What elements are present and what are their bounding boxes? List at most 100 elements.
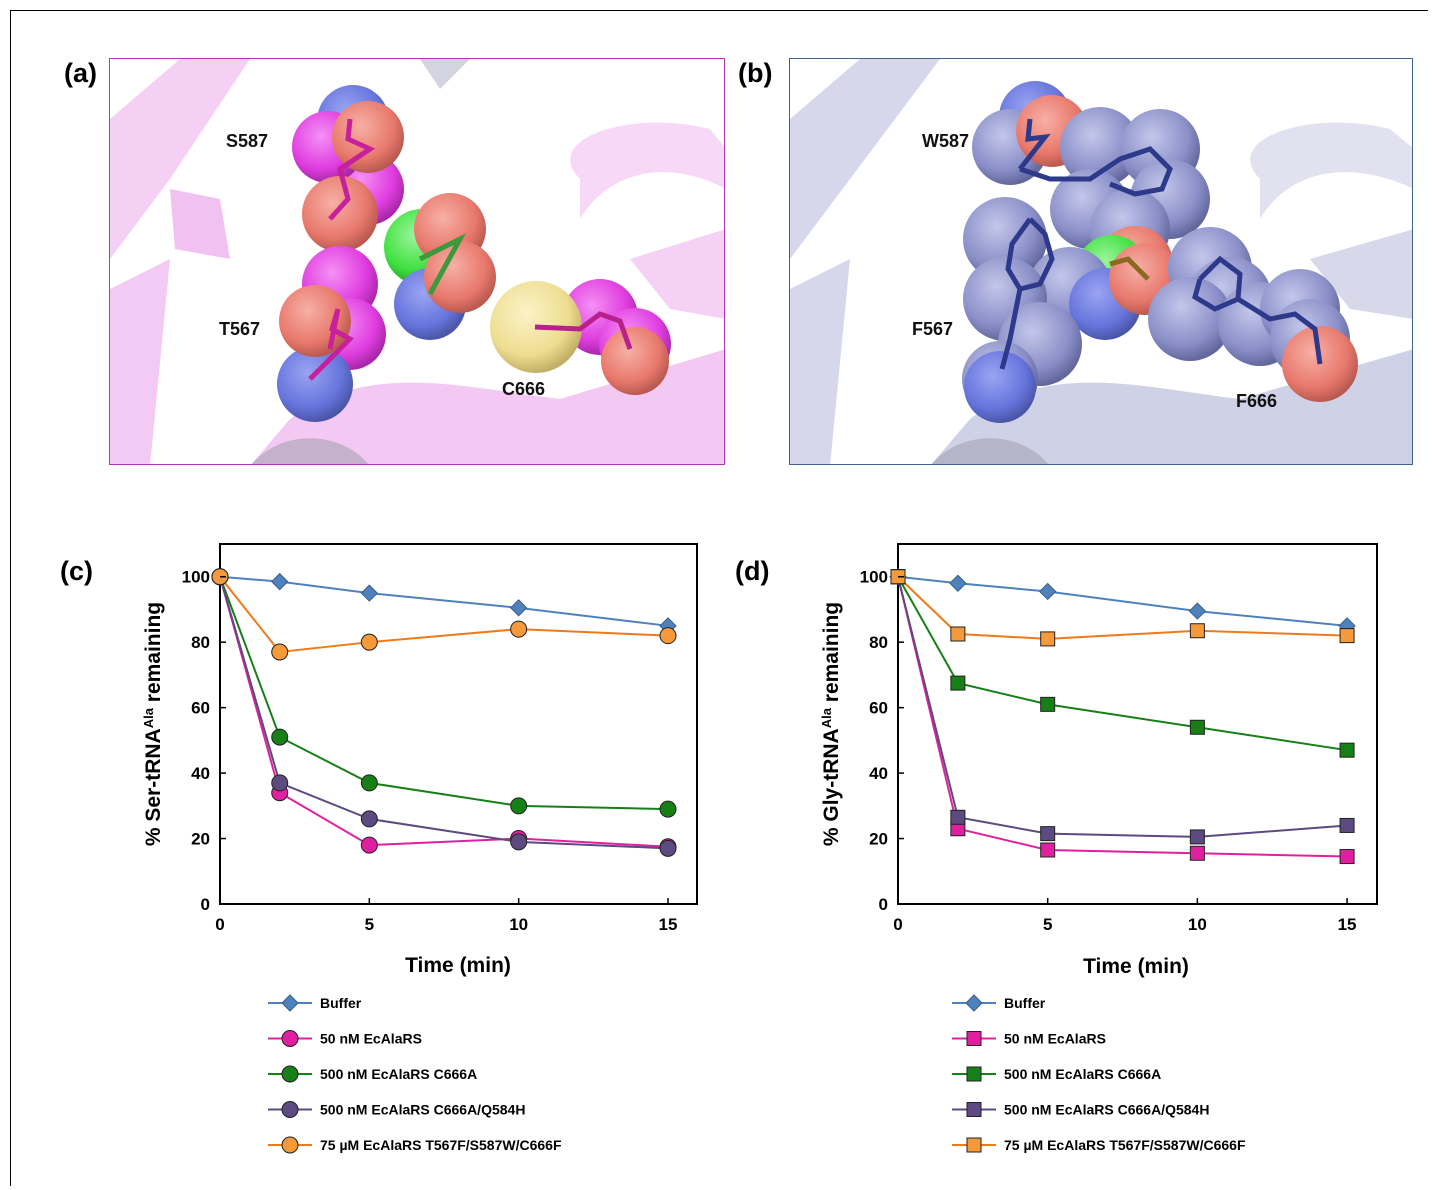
data-point <box>950 809 966 825</box>
data-point <box>950 626 966 642</box>
data-point <box>360 836 378 854</box>
residue-f666-label: F666 <box>1236 391 1277 411</box>
x-tick-label: 0 <box>893 915 902 934</box>
legend-label: 50 nM EcAlaRS <box>1004 1031 1106 1047</box>
residue-w587-label: W587 <box>922 131 969 151</box>
chart-d: 0 5 10 15 0 20 40 60 80 100 Time (min) % Gly-tRNA… <box>819 543 1378 1153</box>
legend-label: Buffer <box>1004 995 1046 1011</box>
chart-d-legend: Buffer 50 nM EcAlaRS 500 nM EcAlaRS C666A 5… <box>952 994 1246 1153</box>
chart-c-xlabel: Time (min) <box>405 954 511 977</box>
data-point <box>1188 602 1207 620</box>
legend-marker <box>281 994 299 1012</box>
y-tick-label: 20 <box>869 830 888 849</box>
structure-a-render: S587 T567 C666 <box>110 59 724 464</box>
data-point <box>1038 582 1057 601</box>
data-point <box>1040 826 1056 842</box>
legend-marker <box>281 1136 299 1154</box>
x-tick-label: 15 <box>1338 915 1357 934</box>
chart-c: 0 5 10 15 0 20 40 60 80 100 Time (min) % Ser-tRNA… <box>141 543 698 1154</box>
legend-marker <box>281 1065 299 1083</box>
data-point <box>659 627 677 645</box>
y-tick-label: 40 <box>191 764 210 783</box>
panel-c-label: (c) <box>60 556 93 586</box>
legend-marker <box>281 1030 299 1047</box>
legend-marker <box>281 1101 299 1118</box>
chart-d-marks <box>889 568 1356 865</box>
data-point <box>659 839 677 857</box>
data-point <box>1040 696 1056 712</box>
y-tick-label: 40 <box>869 764 888 783</box>
data-point <box>1189 845 1205 861</box>
data-point <box>360 633 378 651</box>
data-point <box>271 728 289 746</box>
legend-label: 75 µM EcAlaRS T567F/S587W/C666F <box>320 1137 562 1153</box>
legend-label: 500 nM EcAlaRS C666A/Q584H <box>320 1102 525 1118</box>
data-point <box>659 800 677 818</box>
residue-t567-label: T567 <box>219 319 260 339</box>
data-point <box>510 797 528 815</box>
y-tick-label: 60 <box>869 699 888 718</box>
data-point <box>271 774 289 792</box>
chart-c-ylabel: % Ser-tRNAAla remaining <box>141 602 165 846</box>
legend-marker <box>966 1066 982 1082</box>
y-tick-label: 60 <box>191 699 210 718</box>
data-point <box>1189 719 1205 735</box>
data-point <box>1339 849 1355 865</box>
data-point <box>271 643 289 661</box>
legend-marker <box>966 1102 982 1117</box>
panel-a-label: (a) <box>64 58 97 88</box>
legend-label: 50 nM EcAlaRS <box>320 1031 422 1047</box>
data-point <box>360 774 378 792</box>
data-point <box>950 675 966 691</box>
residue-s587-label: S587 <box>226 131 268 151</box>
residue-f567-label: F567 <box>912 319 953 339</box>
panel-d-label: (d) <box>735 556 770 586</box>
structure-b-render: W587 F567 F666 <box>790 59 1412 464</box>
data-point <box>510 620 528 638</box>
y-tick-label: 20 <box>191 830 210 849</box>
chart-d-plot-area <box>897 543 1378 905</box>
data-point <box>510 833 528 851</box>
chart-c-legend: Buffer 50 nM EcAlaRS 500 nM EcAlaRS C666A 5… <box>268 994 562 1154</box>
chart-d-xlabel: Time (min) <box>1083 955 1189 978</box>
residue-c666-label: C666 <box>502 379 545 399</box>
data-point <box>1339 817 1355 833</box>
y-tick-label: 100 <box>860 568 888 587</box>
x-tick-label: 10 <box>1188 915 1207 934</box>
data-point <box>1339 742 1355 758</box>
structure-panel-a: S587 T567 C666 <box>109 58 725 465</box>
chart-c-ticks: 0 5 10 15 0 20 40 60 80 100 <box>182 568 678 934</box>
data-point <box>1339 628 1355 644</box>
legend-label: 500 nM EcAlaRS C666A <box>1004 1066 1161 1082</box>
data-point <box>1040 842 1056 858</box>
chart-d-ticks: 0 5 10 15 0 20 40 60 80 100 <box>860 568 1357 934</box>
x-tick-label: 10 <box>509 915 528 934</box>
data-point <box>271 572 289 591</box>
y-tick-label: 80 <box>191 633 210 652</box>
chart-d-ylabel: % Gly-tRNAAla remaining <box>819 602 843 846</box>
panel-b-label: (b) <box>738 58 773 88</box>
legend-marker <box>966 1137 982 1153</box>
chart-c-plot-area <box>219 543 698 905</box>
y-tick-label: 100 <box>182 568 210 587</box>
data-point <box>1189 623 1205 639</box>
x-tick-label: 15 <box>659 915 678 934</box>
legend-label: 500 nM EcAlaRS C666A/Q584H <box>1004 1102 1209 1118</box>
legend-marker <box>965 994 983 1012</box>
legend-label: Buffer <box>320 995 362 1011</box>
chart-c-marks <box>211 568 677 857</box>
legend-marker <box>966 1031 982 1046</box>
x-tick-label: 5 <box>365 915 374 934</box>
data-point <box>360 810 378 828</box>
y-tick-label: 80 <box>869 633 888 652</box>
data-point <box>1040 631 1056 647</box>
legend-label: 500 nM EcAlaRS C666A <box>320 1066 477 1082</box>
data-point <box>509 599 528 617</box>
data-point <box>1189 829 1205 845</box>
legend-label: 75 µM EcAlaRS T567F/S587W/C666F <box>1004 1137 1246 1153</box>
x-tick-label: 5 <box>1043 915 1052 934</box>
figure-frame <box>10 10 1428 1186</box>
y-tick-label: 0 <box>201 895 210 914</box>
x-tick-label: 0 <box>215 915 224 934</box>
structure-panel-b: W587 F567 F666 <box>789 58 1413 465</box>
